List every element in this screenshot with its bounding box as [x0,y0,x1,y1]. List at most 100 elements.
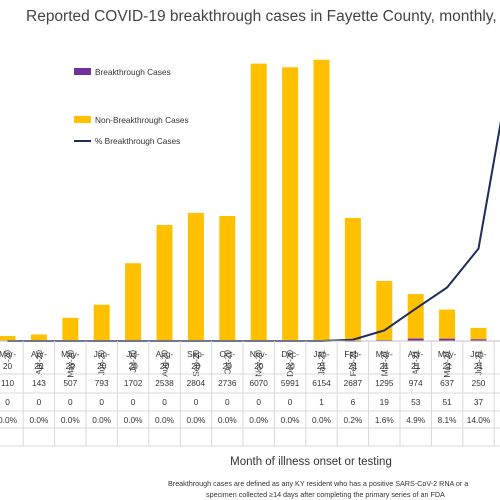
table-cell-percent: 4.9% [406,415,426,425]
bars-group [0,59,487,342]
table-month-label: Jul- [126,349,140,359]
table-month-label: Sep- [187,349,205,359]
bar-non-breakthrough [156,225,173,341]
bar-non-breakthrough [125,263,142,341]
table-cell-breakthrough: 0 [256,397,261,407]
table-year-label: 20 [34,361,44,371]
table-cell-percent: 0.0% [155,415,175,425]
table-cell-percent: 1.6% [375,415,395,425]
table-cell-breakthrough: 0 [5,397,10,407]
table-cell-percent: 0.0% [0,415,18,425]
table-cell-non-breakthrough: 1295 [375,378,394,388]
table-month-label: Jun- [470,349,486,359]
bar-non-breakthrough [93,304,110,341]
table-cell-breakthrough: 0 [194,397,199,407]
table-month-label: Feb- [344,349,361,359]
bar-breakthrough [470,339,487,341]
table-month-label: Apr- [408,349,424,359]
table-month-label: Mar- [0,349,16,359]
bar-non-breakthrough [282,67,299,341]
table-cell-non-breakthrough: 6070 [249,378,268,388]
table-year-label: 20 [223,361,233,371]
x-tick-label: Oct- 20 [222,350,232,375]
table-cell-breakthrough: 51 [442,397,452,407]
table-year-label: 20 [160,361,170,371]
table-year-label: 21 [411,361,421,371]
bar-non-breakthrough [0,335,16,341]
table-cell-breakthrough: 0 [162,397,167,407]
bar-non-breakthrough [250,63,267,341]
x-tick-label: May-21 [442,350,452,378]
bar-non-breakthrough [30,334,47,341]
bar-non-breakthrough [313,59,330,341]
bar-non-breakthrough [219,215,236,341]
x-axis-title: Month of illness onset or testing [230,456,392,468]
table-cell-breakthrough: 0 [288,397,293,407]
table-year-label: 20 [66,361,76,371]
table-cell-percent: 0.0% [61,415,81,425]
table-cell-non-breakthrough: 2804 [187,378,206,388]
table-cell-non-breakthrough: 1702 [124,378,143,388]
footnote-line-2: specimen collected ≥14 days after comple… [206,490,445,499]
table-year-label: 21 [348,361,358,371]
table-month-label: Oct- [219,349,235,359]
table-cell-percent: 0.0% [312,415,332,425]
legend-label-non-breakthrough: Non-Breakthrough Cases [95,115,189,125]
table-cell-non-breakthrough: 2736 [218,378,237,388]
table-cell-percent: 0.0% [186,415,206,425]
legend-label-breakthrough: Breakthrough Cases [95,67,171,77]
table-cell-non-breakthrough: 793 [95,378,109,388]
table-cell-non-breakthrough: 974 [409,378,423,388]
table-month-label: Aug- [156,349,174,359]
table-year-label: 21 [442,361,452,371]
footnote-line-1: Breakthrough cases are defined as any KY… [168,479,468,488]
x-tick-label: Jun- 20 [97,350,107,376]
table-cell-non-breakthrough: 143 [32,378,46,388]
table-month-label: May- [438,349,457,359]
table-cell-percent: 8.1% [438,415,458,425]
bar-non-breakthrough [62,317,79,341]
table-cell-percent: 0.0% [281,415,301,425]
table-cell-non-breakthrough: 110 [1,378,15,388]
table-year-label: 20 [97,361,107,371]
table-cell-percent: 0.0% [29,415,49,425]
legend: Breakthrough Cases Non-Breakthrough Case… [74,67,189,146]
table-year-label: 20 [285,361,295,371]
x-tick-label: Dec-20 [285,350,295,377]
table-cell-non-breakthrough: 2687 [344,378,363,388]
bar-breakthrough [407,338,424,341]
table-year-label: 20 [128,361,138,371]
table-cell-non-breakthrough: 637 [440,378,454,388]
table-cell-non-breakthrough: 6154 [312,378,331,388]
bar-non-breakthrough [470,327,487,340]
table-month-label: Apr- [31,349,47,359]
bar-non-breakthrough [187,212,204,341]
table-month-label: Jan- [313,349,329,359]
table-month-label: Nov- [250,349,268,359]
table-cell-breakthrough: 0 [131,397,136,407]
table-month-label: Mar- [376,349,393,359]
table-cell-non-breakthrough: 250 [472,378,486,388]
x-tick-label: Jan-21 [317,350,327,376]
x-tick-label: Apr- 21 [411,350,421,375]
x-tick-label: May-20 [65,350,75,378]
x-tick-labels: -20 Apr-20 May-20 Jun-20 Jul-20 Aug-20 Sep-20 O… [3,350,484,378]
table-cell-breakthrough: 37 [474,397,484,407]
table-cell-breakthrough: 0 [37,397,42,407]
table-cell-breakthrough: 0 [225,397,230,407]
legend-label-percent: % Breakthrough Cases [95,136,180,146]
table-cell-breakthrough: 0 [68,397,73,407]
x-tick-label: Apr- 20 [34,350,44,375]
table-cell-percent: 0.0% [249,415,269,425]
table-cell-percent: 0.2% [343,415,363,425]
table-cell-non-breakthrough: 507 [63,378,77,388]
x-tick-label: Nov-20 [254,350,264,377]
table-cell-percent: 0.0% [218,415,238,425]
legend-swatch-breakthrough [74,68,91,75]
x-tick-label: Jul- 20 [128,350,138,373]
table-cell-percent: 0.0% [124,415,144,425]
chart-title: Reported COVID-19 breakthrough cases in … [26,8,500,25]
x-tick-label: Feb-21 [348,350,358,377]
bar-breakthrough [439,338,456,341]
